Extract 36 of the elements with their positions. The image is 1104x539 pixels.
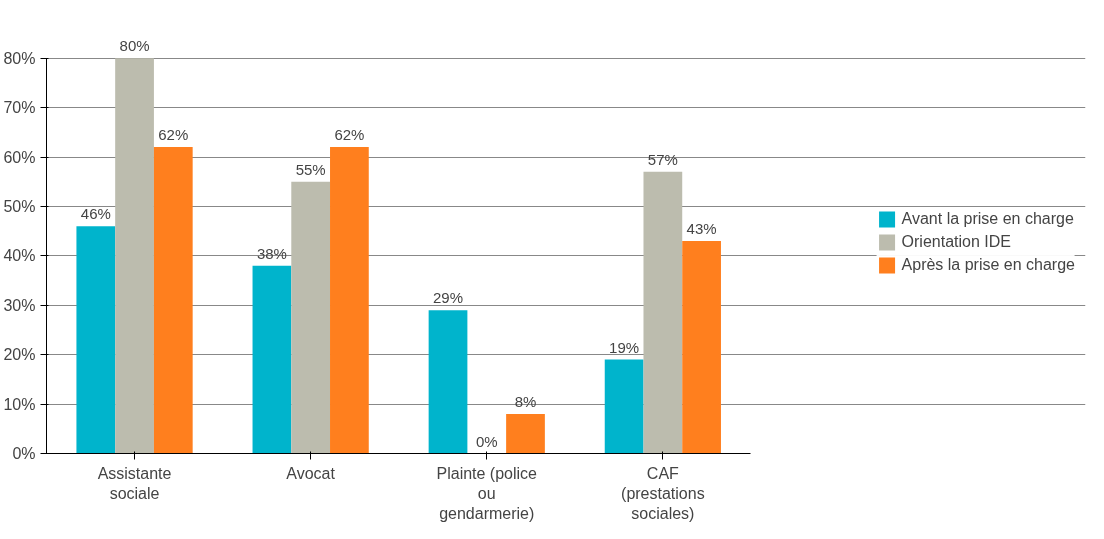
legend-label: Avant la prise en charge <box>901 209 1074 228</box>
bar <box>291 181 331 454</box>
data-label: 80% <box>119 37 150 55</box>
data-label: 62% <box>158 126 189 144</box>
y-tick-label: 60% <box>3 148 36 166</box>
legend-label: Après la prise en charge <box>901 255 1075 274</box>
bar <box>682 241 721 454</box>
y-tick-label: 0% <box>12 445 36 462</box>
y-tick-label: 20% <box>3 346 36 364</box>
x-tick-label: CAF (prestations sociales) <box>621 464 705 523</box>
y-tick-label: 80% <box>3 49 36 67</box>
y-tick-label: 10% <box>3 395 36 413</box>
y-tick-label: 40% <box>3 247 36 265</box>
data-label: 19% <box>609 338 640 356</box>
bar <box>115 58 154 454</box>
y-tick-label: 30% <box>3 296 36 314</box>
data-label: 55% <box>295 160 326 178</box>
data-label: 0% <box>475 432 498 450</box>
bar <box>643 171 683 454</box>
x-tick-label: Plainte (police ou gendarmerie) <box>436 464 538 523</box>
bar <box>330 147 369 454</box>
y-tick-label: 50% <box>3 197 36 215</box>
bar <box>252 265 292 454</box>
legend-label: Orientation IDE <box>901 232 1011 251</box>
data-label: 43% <box>686 220 717 238</box>
bar <box>604 359 644 454</box>
bar <box>428 310 468 454</box>
bar <box>506 413 545 454</box>
bar <box>76 226 116 454</box>
bar <box>153 147 193 454</box>
y-tick-label: 70% <box>3 99 36 117</box>
data-label: 46% <box>80 205 111 223</box>
x-tick-label: Avocat <box>286 464 336 482</box>
data-label: 29% <box>433 289 464 307</box>
data-label: 62% <box>334 126 365 144</box>
x-tick-label: Assistante sociale <box>97 464 172 502</box>
